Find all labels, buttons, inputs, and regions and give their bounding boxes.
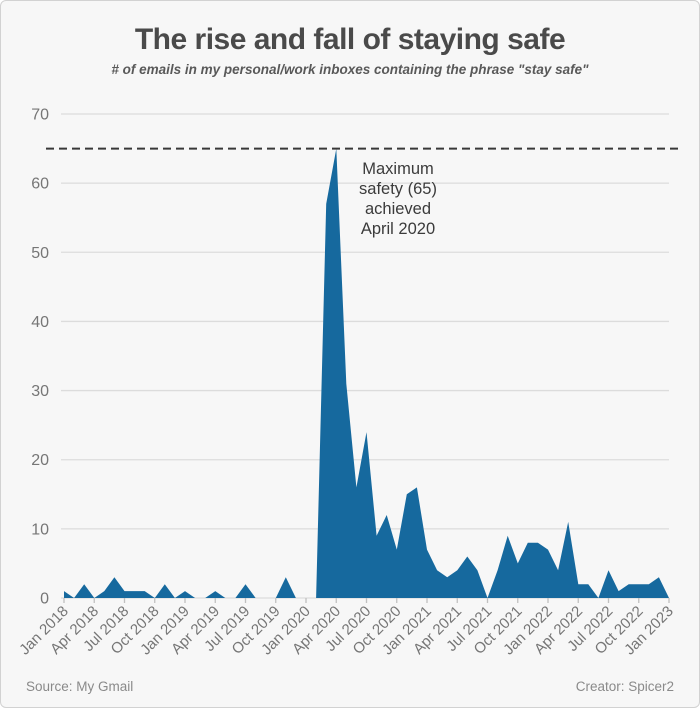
area-series: [64, 148, 669, 598]
annotation-line: Maximum: [362, 160, 434, 178]
annotation-line: safety (65): [359, 180, 437, 198]
footer-creator: Creator: Spicer2: [575, 679, 674, 694]
y-tick-label: 10: [31, 521, 49, 538]
y-tick-label: 30: [31, 383, 49, 400]
annotation-text: Maximum safety (65) achieved April 2020: [326, 159, 470, 239]
chart-title: The rise and fall of staying safe: [134, 23, 566, 56]
footer-source: Source: My Gmail: [26, 679, 134, 694]
y-tick-label: 70: [31, 107, 49, 124]
y-tick-label: 50: [31, 245, 49, 262]
annotation-line: achieved: [364, 200, 432, 218]
y-tick-label: 0: [40, 591, 49, 608]
y-tick-label: 40: [31, 314, 49, 331]
y-tick-label: 60: [31, 176, 49, 193]
y-tick-label: 20: [31, 452, 49, 469]
annotation-line: April 2020: [360, 220, 436, 238]
chart-subtitle: # of emails in my personal/work inboxes …: [111, 62, 589, 77]
